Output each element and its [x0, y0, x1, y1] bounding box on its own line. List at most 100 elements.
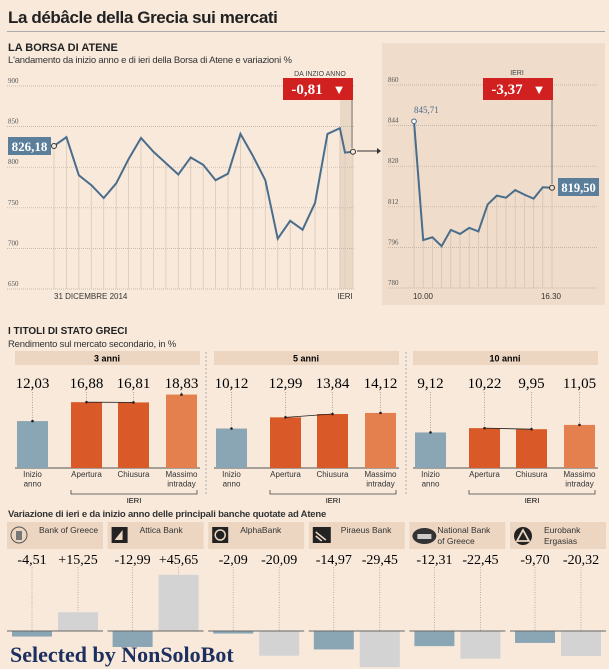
bar-ieri [112, 631, 153, 647]
bank-group: AlphaBank -2,09 -20,09 [208, 522, 305, 656]
category-label: Apertura [270, 470, 301, 479]
category-label: intraday [167, 480, 195, 489]
change-value: -3,37 [491, 82, 523, 98]
bond-group-title: 5 anni [293, 354, 319, 364]
bar-value-label: 14,12 [364, 376, 398, 392]
bar-value-label: 12,99 [269, 376, 303, 392]
bank-group: Attica Bank -12,99 +45,65 [107, 522, 204, 647]
logo-shape [315, 531, 327, 542]
bar-value-label: 16,81 [117, 376, 151, 392]
category-label: Chiusura [515, 470, 548, 479]
category-label: Apertura [71, 470, 102, 479]
bar-top-dot [230, 427, 233, 430]
category-label: Chiusura [316, 470, 349, 479]
end-value-box [558, 178, 599, 196]
category-label: Massimo [364, 470, 397, 479]
bar-massimo [365, 412, 396, 468]
bond-group-header [214, 351, 399, 365]
category-label: Inizio [222, 470, 241, 479]
y-tick-label: 828 [388, 157, 399, 165]
borsa-heading: LA BORSA DI ATENE [8, 42, 118, 54]
change-value: -0,81 [291, 82, 322, 98]
bank-name: Bank of Greece [39, 525, 98, 535]
y-tick-label: 750 [8, 199, 19, 207]
start-value-box [8, 137, 51, 155]
bank-name: Piraeus Bank [341, 525, 392, 535]
y-tick-label: 860 [388, 76, 399, 84]
logo-figure [16, 531, 22, 540]
open-close-link [484, 427, 532, 430]
category-label: intraday [565, 480, 593, 489]
arrow-right-icon [377, 148, 381, 154]
bar-chiusura [317, 414, 348, 468]
bank-value-label: -20,32 [563, 553, 599, 568]
bank-header [7, 522, 103, 549]
bar-chiusura [118, 402, 149, 468]
bar-value-label: 11,05 [563, 376, 596, 392]
bank-value-label: -4,51 [17, 553, 46, 568]
bar-top-dot [132, 401, 135, 404]
titoli-heading: I TITOLI DI STATO GRECI [8, 326, 128, 337]
ieri-bracket [70, 490, 198, 495]
bank-value-label: -9,70 [520, 553, 549, 568]
bank-name: AlphaBank [240, 525, 282, 535]
y-tick-label: 650 [8, 280, 19, 288]
bar-value-label: 10,22 [468, 376, 502, 392]
bar-inizio [17, 421, 48, 468]
bar-inizio-anno [359, 631, 400, 668]
bar-inizio-anno [158, 574, 199, 631]
bar-ieri [515, 631, 555, 643]
bank-value-label: +15,25 [58, 553, 97, 568]
bank-of-greece-logo [10, 526, 28, 544]
bar-apertura [469, 428, 500, 468]
bar-inizio [415, 432, 446, 468]
bar-chiusura [516, 429, 547, 468]
piraeus-bank-logo [312, 527, 331, 543]
end-value-label: 819,50 [561, 181, 595, 195]
bar-massimo [166, 394, 197, 468]
y-tick-label: 812 [388, 198, 399, 206]
bar-inizio-anno [58, 612, 98, 631]
bar-value-label: 12,03 [16, 376, 50, 392]
bank-group: Bank of Greece -4,51 +15,25 [7, 522, 103, 637]
bank-name: Attica Bank [140, 525, 184, 535]
bank-value-label: +45,65 [159, 553, 198, 568]
category-label: Inizio [23, 470, 42, 479]
bar-massimo [564, 424, 595, 468]
bank-name: Eurobank [544, 525, 581, 535]
logo-building [417, 534, 432, 539]
start-value-label: 845,71 [414, 105, 439, 115]
bar-value-label: 9,12 [417, 376, 443, 392]
change-caption: DA INZIO ANNO [294, 71, 346, 78]
logo-shape [114, 530, 123, 540]
ieri-bracket-label: IERI [127, 496, 142, 505]
down-arrow-icon: ▼ [333, 82, 346, 97]
ieri-bracket [269, 490, 397, 495]
bank-value-label: -20,09 [261, 553, 297, 568]
logo-shape [214, 529, 226, 541]
banche-heading: Variazione di ieri e da inizio anno dell… [8, 509, 327, 520]
x-label-start: 31 DICEMBRE 2014 [54, 292, 128, 301]
bank-name: Ergasias [544, 536, 577, 546]
bar-value-label: 16,88 [70, 376, 104, 392]
bar-top-dot [379, 411, 382, 415]
bar-top-dot [429, 431, 432, 434]
bank-value-label: -2,09 [219, 553, 248, 568]
ieri-bracket-label: IERI [326, 496, 341, 505]
bar-top-dot [578, 423, 581, 427]
ieri-band [340, 86, 353, 289]
y-tick-label: 844 [388, 117, 399, 125]
bond-group-header [413, 351, 598, 365]
start-marker [51, 142, 57, 149]
start-marker [411, 118, 417, 125]
bar-ieri [12, 631, 52, 637]
category-label: intraday [366, 480, 394, 489]
category-label: Apertura [469, 470, 500, 479]
bond-group-title: 3 anni [94, 354, 120, 364]
y-tick-label: 780 [388, 279, 399, 287]
watermark: Selected by NonSoloBot [10, 642, 234, 667]
ieri-bracket [468, 490, 596, 495]
y-tick-label: 796 [388, 238, 399, 246]
